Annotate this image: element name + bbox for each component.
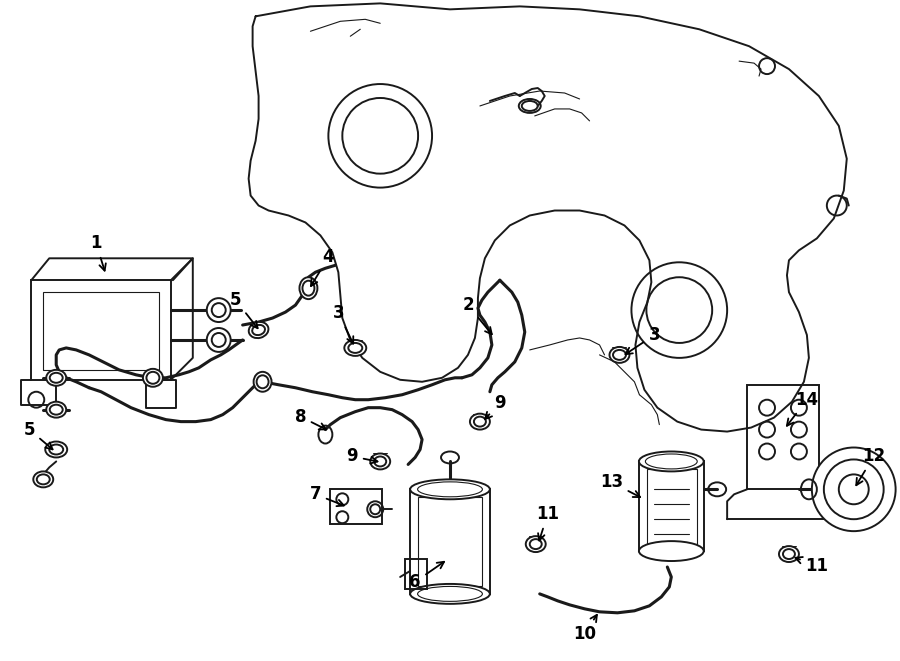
Ellipse shape bbox=[33, 471, 53, 487]
Text: 5: 5 bbox=[230, 291, 257, 329]
Ellipse shape bbox=[779, 546, 799, 562]
Ellipse shape bbox=[370, 453, 391, 469]
Text: 8: 8 bbox=[294, 408, 326, 430]
Ellipse shape bbox=[45, 442, 68, 457]
Bar bbox=[410, 489, 490, 594]
Text: 5: 5 bbox=[23, 420, 52, 449]
Ellipse shape bbox=[410, 479, 490, 499]
Ellipse shape bbox=[639, 451, 704, 471]
Text: 7: 7 bbox=[310, 485, 344, 506]
Text: 9: 9 bbox=[346, 447, 377, 465]
Ellipse shape bbox=[609, 347, 629, 363]
Text: 2: 2 bbox=[462, 296, 491, 334]
Text: 12: 12 bbox=[856, 447, 886, 485]
Text: 4: 4 bbox=[310, 249, 334, 286]
Bar bbox=[418, 497, 482, 586]
Bar bbox=[647, 469, 698, 544]
Ellipse shape bbox=[470, 414, 490, 430]
Ellipse shape bbox=[143, 369, 163, 387]
Bar bbox=[405, 559, 428, 589]
Text: 9: 9 bbox=[485, 394, 506, 419]
Ellipse shape bbox=[46, 402, 67, 418]
Text: 10: 10 bbox=[573, 615, 597, 642]
Bar bbox=[330, 489, 382, 524]
Ellipse shape bbox=[639, 541, 704, 561]
Text: 14: 14 bbox=[787, 391, 818, 426]
Text: 3: 3 bbox=[626, 326, 661, 354]
Bar bbox=[32, 280, 171, 380]
Ellipse shape bbox=[300, 277, 318, 299]
Ellipse shape bbox=[248, 322, 268, 338]
Ellipse shape bbox=[46, 370, 67, 386]
Text: 11: 11 bbox=[796, 557, 828, 575]
Circle shape bbox=[207, 298, 230, 322]
Circle shape bbox=[207, 328, 230, 352]
Text: 6: 6 bbox=[410, 562, 444, 591]
Bar bbox=[43, 292, 159, 370]
Ellipse shape bbox=[254, 372, 272, 392]
Text: 3: 3 bbox=[332, 304, 354, 344]
Bar bbox=[747, 385, 819, 489]
Text: 13: 13 bbox=[600, 473, 640, 497]
Ellipse shape bbox=[526, 536, 545, 552]
Ellipse shape bbox=[410, 584, 490, 604]
Text: 11: 11 bbox=[536, 505, 559, 541]
Text: 1: 1 bbox=[90, 235, 106, 270]
Circle shape bbox=[812, 447, 896, 531]
Ellipse shape bbox=[345, 340, 366, 356]
Bar bbox=[639, 461, 704, 551]
